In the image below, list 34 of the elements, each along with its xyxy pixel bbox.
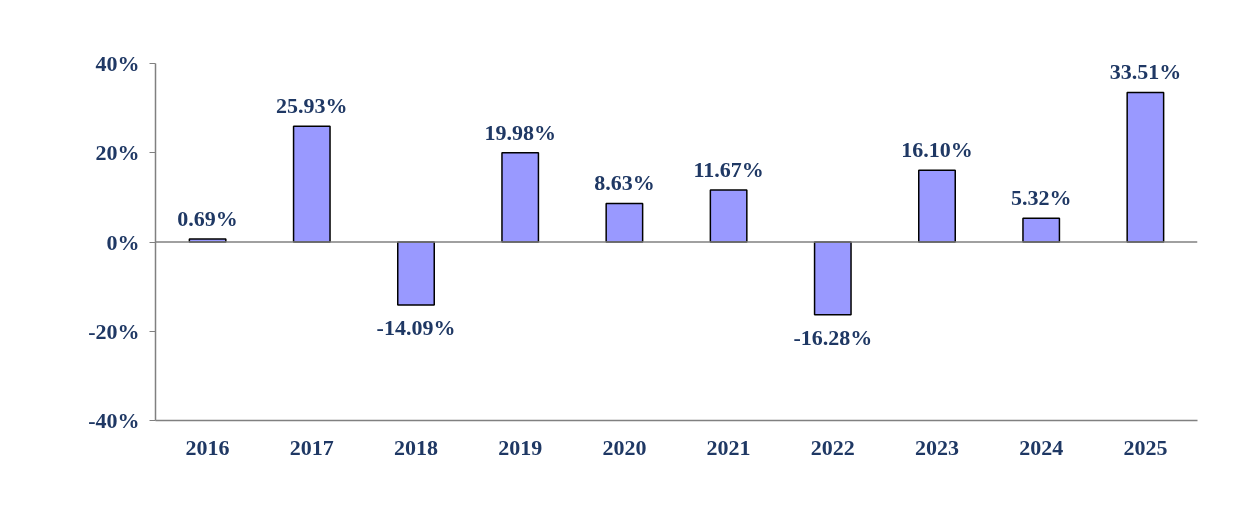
x-tick-label: 2022 bbox=[810, 434, 855, 460]
y-tick-label: -20% bbox=[88, 318, 140, 344]
y-tick-label: 20% bbox=[95, 140, 140, 166]
x-tick-label: 2018 bbox=[394, 434, 438, 460]
data-label: 33.51% bbox=[1109, 59, 1182, 85]
y-tick-label: -40% bbox=[88, 408, 140, 433]
bar bbox=[1022, 217, 1061, 243]
x-tick-label: 2017 bbox=[289, 434, 334, 460]
bar bbox=[605, 202, 644, 243]
x-tick-label: 2023 bbox=[915, 434, 959, 460]
bar bbox=[1126, 91, 1165, 243]
x-tick-label: 2024 bbox=[1019, 434, 1064, 460]
bar bbox=[292, 125, 331, 243]
x-tick-label: 2025 bbox=[1123, 434, 1168, 460]
bar bbox=[918, 169, 956, 243]
x-tick-label: 2019 bbox=[498, 434, 543, 460]
y-tick-label: 0% bbox=[106, 229, 140, 255]
x-tick-label: 2021 bbox=[706, 434, 751, 460]
x-tick-label: 2020 bbox=[602, 434, 647, 460]
x-tick-label: 2016 bbox=[185, 434, 230, 460]
bar bbox=[501, 152, 540, 243]
data-label: 11.67% bbox=[693, 156, 764, 182]
bar bbox=[709, 189, 748, 243]
data-label: -14.09% bbox=[376, 314, 456, 340]
data-label: 19.98% bbox=[484, 119, 556, 145]
data-label: 25.93% bbox=[276, 93, 348, 119]
data-label: 5.32% bbox=[1010, 185, 1072, 211]
y-tick-label: 40% bbox=[95, 51, 140, 76]
bar bbox=[397, 241, 435, 306]
data-label: -16.28% bbox=[793, 324, 873, 350]
data-label: 0.69% bbox=[177, 205, 238, 231]
bar bbox=[813, 241, 852, 316]
data-label: 16.10% bbox=[901, 137, 973, 163]
data-label: 8.63% bbox=[594, 170, 655, 196]
